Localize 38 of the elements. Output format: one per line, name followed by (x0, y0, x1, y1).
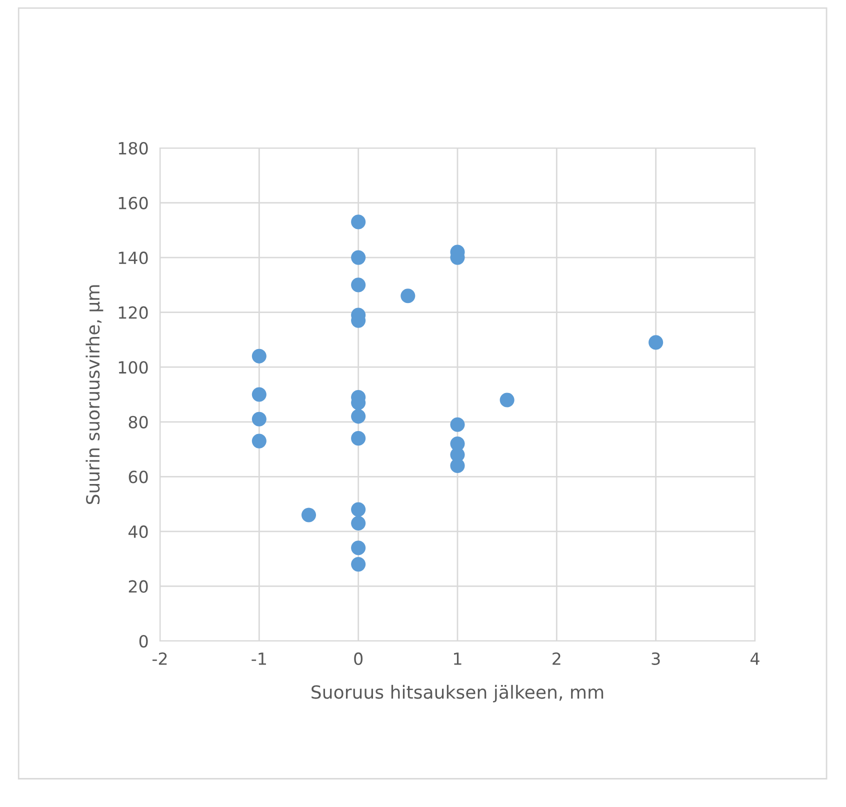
y-tick-label: 0 (139, 634, 148, 648)
point (351, 540, 366, 556)
point (351, 214, 366, 230)
point (450, 458, 465, 473)
x-tick-label: 2 (552, 652, 560, 665)
point (351, 557, 366, 572)
y-tick-label: 140 (118, 252, 148, 264)
x-axis-title: Suoruus hitsauksen jälkeen, mm (312, 684, 604, 702)
point (351, 431, 366, 446)
point (252, 387, 266, 402)
y-tick-label: 20 (128, 580, 148, 593)
x-tick-label: 1 (454, 652, 462, 665)
x-tick-label: 3 (652, 652, 660, 666)
x-tick-label: -1 (252, 652, 266, 665)
point (400, 288, 416, 304)
y-axis-title: Suurin suoruusvirhe, µm (86, 285, 104, 504)
y-tick-label: 160 (118, 196, 148, 210)
point (351, 516, 366, 531)
y-tick-label: 40 (128, 525, 148, 538)
point (351, 409, 366, 424)
point (351, 502, 366, 517)
point (301, 508, 316, 522)
y-tick-label: 60 (128, 470, 148, 484)
point (351, 250, 366, 265)
x-tick-label: 4 (750, 652, 760, 665)
point (252, 348, 266, 364)
x-tick-label: -2 (152, 652, 167, 665)
y-tick-label: 100 (118, 361, 148, 374)
x-tick-label: 0 (354, 652, 363, 666)
point (252, 412, 266, 426)
y-tick-label: 180 (118, 142, 148, 155)
point (648, 335, 664, 350)
point (351, 278, 366, 292)
point (252, 434, 266, 448)
point (450, 417, 465, 432)
y-tick-label: 80 (128, 416, 148, 428)
y-tick-label: 120 (118, 306, 148, 319)
point (500, 392, 514, 408)
